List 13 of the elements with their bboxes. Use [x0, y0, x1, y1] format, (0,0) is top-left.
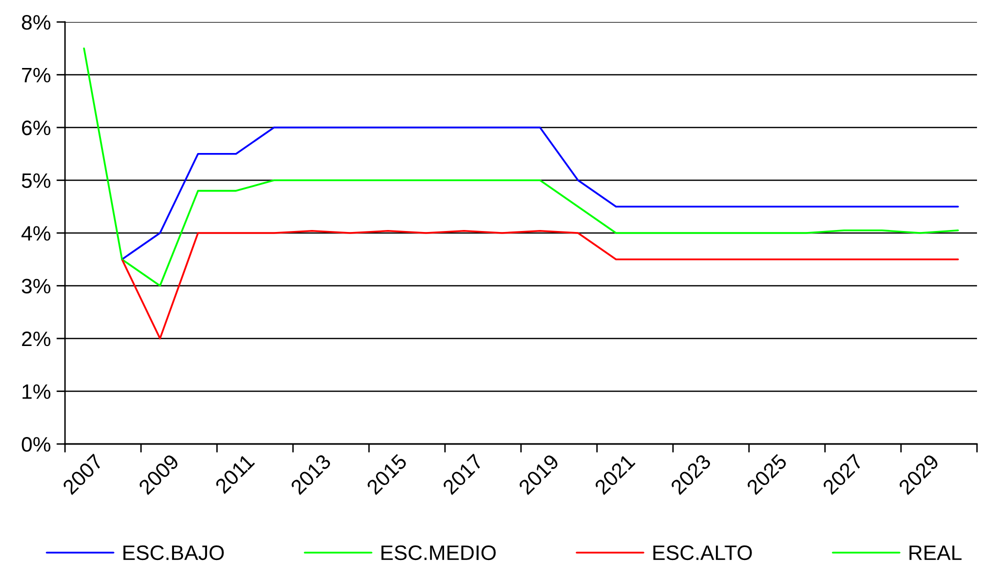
y-tick-label: 6%	[22, 120, 50, 136]
y-tick-label: 5%	[22, 173, 50, 188]
y-tick-label: 2%	[22, 332, 50, 346]
legend-label: ESC.ALTO	[653, 545, 752, 560]
legend-label: ESC.MEDIO	[381, 545, 496, 560]
y-tick-label: 8%	[22, 15, 50, 30]
legend-label: ESC.BAJO	[123, 545, 224, 560]
y-tick-label: 3%	[22, 278, 50, 294]
legend-label: REAL	[910, 546, 962, 560]
y-tick-label: 0%	[22, 437, 50, 452]
y-tick-label: 1%	[22, 384, 50, 399]
y-tick-label: 4%	[21, 226, 50, 241]
y-tick-label: 7%	[22, 68, 50, 82]
